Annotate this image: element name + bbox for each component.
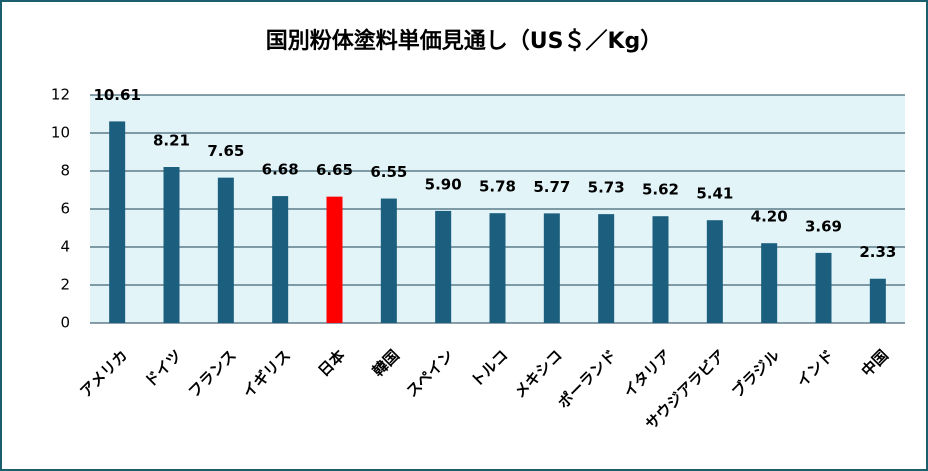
value-label: 7.65	[207, 142, 244, 160]
bar	[706, 220, 723, 323]
bar	[489, 213, 506, 323]
bar	[380, 198, 397, 323]
value-label: 5.77	[533, 178, 570, 196]
value-label: 5.78	[479, 178, 516, 196]
bar	[543, 213, 560, 323]
y-tick-label: 8	[60, 162, 70, 180]
bar	[869, 278, 886, 323]
bar	[652, 216, 669, 323]
value-label: 2.33	[859, 243, 896, 261]
value-label: 5.41	[696, 185, 733, 203]
bar	[272, 196, 289, 323]
y-tick-label: 12	[51, 86, 70, 104]
bar	[761, 243, 778, 323]
value-label: 5.90	[425, 175, 462, 193]
y-tick-label: 10	[51, 124, 70, 142]
bar	[815, 252, 832, 323]
bar	[435, 210, 452, 323]
value-label: 6.55	[370, 163, 407, 181]
chart-title: 国別粉体塗料単価見通し（US＄／Kg）	[266, 28, 663, 54]
y-tick-label: 2	[60, 276, 70, 294]
bar	[217, 177, 234, 323]
value-label: 5.62	[642, 181, 679, 199]
value-label: 3.69	[805, 217, 842, 235]
bar	[109, 121, 126, 323]
value-label: 8.21	[153, 132, 190, 150]
y-tick-label: 0	[60, 314, 70, 332]
value-label: 4.20	[751, 208, 788, 226]
bar	[326, 196, 343, 323]
y-tick-label: 4	[60, 238, 70, 256]
bar	[598, 214, 615, 323]
y-tick-label: 6	[60, 200, 70, 218]
value-label: 10.61	[93, 86, 140, 104]
value-label: 6.68	[262, 161, 299, 179]
bar	[163, 167, 180, 323]
value-label: 5.73	[588, 179, 625, 197]
value-label: 6.65	[316, 161, 353, 179]
